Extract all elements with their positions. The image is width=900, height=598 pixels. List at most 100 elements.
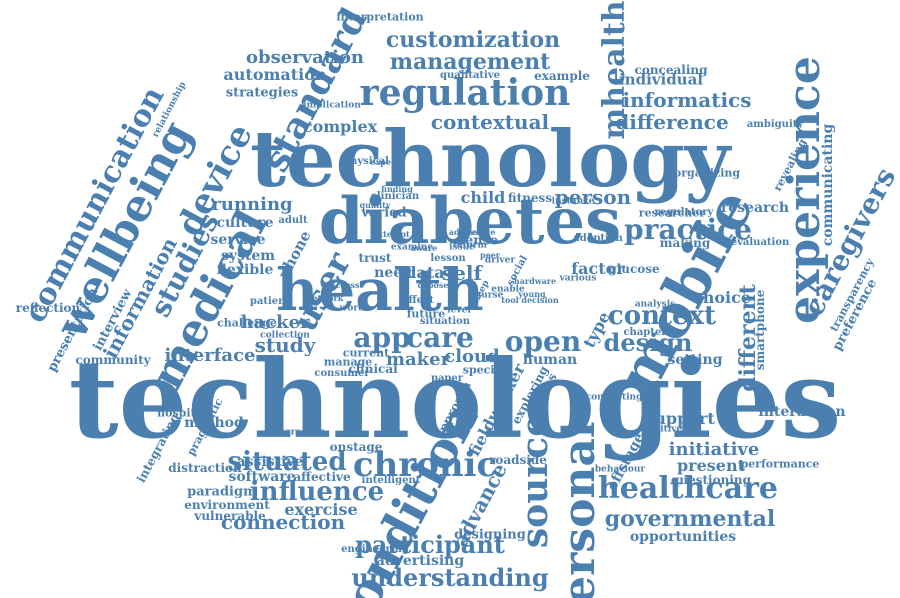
cloud-word: adult	[278, 215, 308, 226]
cloud-word: sensitive	[637, 424, 683, 435]
cloud-word: customization	[385, 27, 561, 53]
cloud-word: hospital	[157, 406, 207, 420]
cloud-word: access	[330, 280, 360, 290]
cloud-word: issue	[449, 242, 475, 253]
cloud-word: instance	[551, 196, 595, 207]
cloud-word: lesson	[430, 253, 466, 264]
cloud-word: practice	[624, 213, 752, 246]
cloud-word: interactive	[270, 427, 326, 438]
cloud-word: running	[211, 194, 293, 215]
cloud-word: personal	[554, 421, 605, 598]
cloud-word: clinician	[370, 191, 420, 202]
cloud-word: interaction	[758, 404, 846, 420]
cloud-word: technologies	[68, 337, 842, 463]
cloud-word: regulation	[359, 72, 571, 114]
cloud-word: child	[460, 188, 506, 207]
cloud-word: culture	[216, 215, 274, 231]
cloud-word: choice	[692, 288, 752, 307]
cloud-word: diabetes	[318, 184, 622, 259]
cloud-word: peer	[480, 250, 500, 260]
cloud-word: hardware	[513, 276, 557, 286]
cloud-word: performance	[740, 457, 820, 471]
cloud-word: consumer	[314, 368, 370, 379]
cloud-word: need	[374, 265, 412, 281]
cloud-word: chronic	[352, 445, 498, 485]
cloud-word: human	[522, 352, 578, 368]
cloud-word: finding	[381, 184, 413, 194]
cloud-word: aware	[410, 243, 438, 253]
cloud-word: automation	[223, 65, 327, 84]
cloud-word: advice	[448, 227, 478, 237]
cloud-word: smartphone	[753, 289, 767, 371]
cloud-word: open	[504, 325, 582, 358]
cloud-word: situated	[227, 447, 347, 477]
cloud-word: making	[659, 236, 711, 250]
cloud-word: network	[306, 293, 344, 303]
cloud-word: situation	[419, 316, 471, 327]
cloud-word: questioning	[670, 473, 752, 487]
cloud-word: manage	[323, 355, 373, 369]
cloud-word: adoption	[573, 233, 623, 244]
cloud-word: behaviour	[594, 464, 646, 475]
cloud-word: future	[406, 307, 446, 321]
cloud-word: system	[220, 248, 276, 264]
cloud-word: roadside	[489, 453, 547, 467]
cloud-word: varied	[361, 205, 407, 221]
cloud-word: distraction	[168, 461, 242, 475]
cloud-word: inform	[452, 240, 488, 251]
cloud-word: care	[406, 321, 474, 354]
cloud-word: opportunities	[629, 529, 737, 545]
cloud-word: maker	[385, 349, 451, 370]
cloud-word: collection	[260, 330, 310, 341]
cloud-word: paper	[430, 373, 464, 384]
cloud-word: method	[184, 415, 244, 431]
cloud-word: trust	[358, 251, 392, 265]
cloud-word: analysis	[634, 299, 676, 310]
cloud-word: patient	[249, 296, 291, 307]
cloud-word: design	[603, 328, 693, 357]
cloud-word: contextual	[430, 110, 550, 134]
cloud-word: fitness	[507, 191, 553, 205]
cloud-word: various	[559, 273, 597, 284]
cloud-word: informatics	[622, 88, 752, 112]
cloud-word: choose	[417, 280, 449, 290]
cloud-word: initiative	[668, 439, 760, 460]
cloud-word: regulatory	[654, 207, 714, 218]
cloud-word: researcher	[638, 206, 706, 220]
cloud-word: influence	[249, 477, 385, 507]
cloud-word: participant	[355, 530, 505, 559]
cloud-word: attempt	[374, 229, 410, 239]
cloud-word: clinical	[348, 362, 398, 376]
cloud-word: tool	[501, 295, 519, 305]
cloud-word: physical	[343, 156, 389, 167]
cloud-word: advertising	[375, 553, 465, 569]
cloud-word: present	[676, 456, 746, 475]
cloud-word: service	[210, 232, 266, 248]
cloud-word: difference	[615, 110, 729, 134]
cloud-word: nurse	[474, 290, 504, 301]
cloud-word: understanding	[351, 563, 549, 592]
cloud-word: communicating	[820, 123, 836, 247]
cloud-word: glucose	[608, 262, 660, 276]
cloud-word: driver	[484, 255, 516, 266]
cloud-word: health	[276, 256, 484, 324]
cloud-word: individual	[618, 70, 704, 89]
cloud-word: evaluation	[730, 237, 790, 248]
cloud-word: person	[554, 185, 632, 209]
cloud-word: sense	[457, 233, 499, 249]
cloud-word: self	[441, 261, 483, 285]
cloud-word: connection	[220, 510, 346, 534]
cloud-word: reflection	[15, 301, 81, 315]
cloud-word: environment	[184, 498, 270, 512]
cloud-word: healthcare	[598, 471, 778, 506]
cloud-word: example	[534, 69, 590, 83]
cloud-word: decision	[521, 295, 559, 305]
cloud-word: interface	[164, 345, 256, 366]
cloud-word: possible	[458, 227, 496, 237]
cloud-word: onstage	[329, 440, 383, 454]
cloud-word: paradigm	[187, 484, 257, 500]
cloud-word: observation	[245, 47, 365, 68]
cloud-word: expect	[370, 157, 400, 167]
cloud-word: governmental	[604, 506, 776, 532]
